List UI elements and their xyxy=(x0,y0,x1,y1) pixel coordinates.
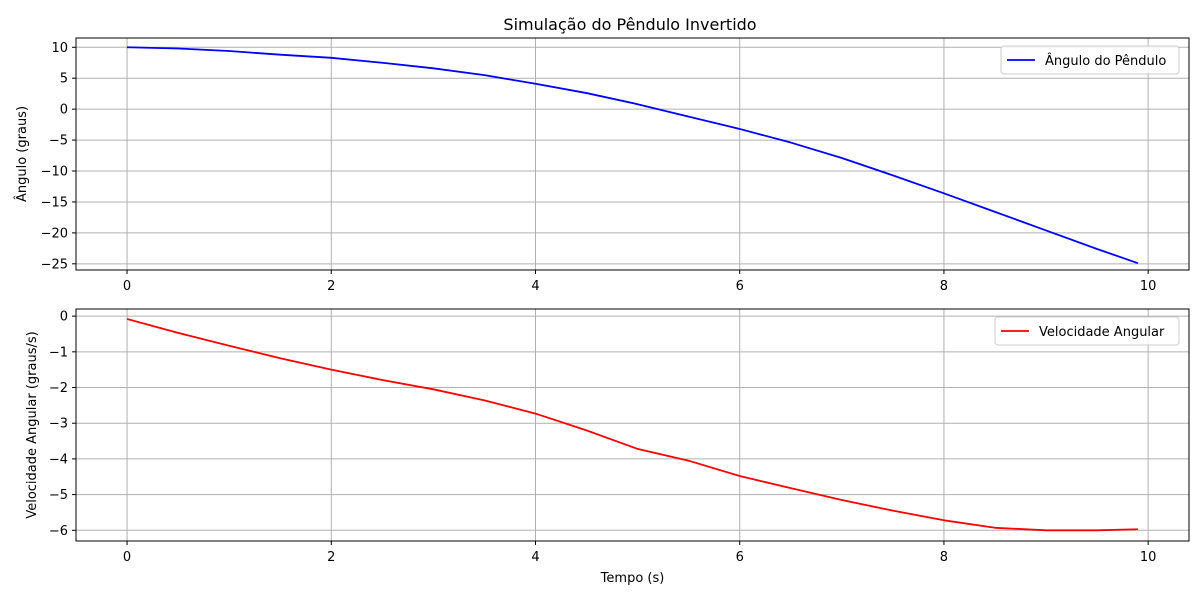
x-tick-label: 0 xyxy=(123,550,131,565)
y-tick-label: 5 xyxy=(60,72,68,87)
legend-box xyxy=(1000,45,1180,75)
chart-title: Simulação do Pêndulo Invertido xyxy=(503,15,756,34)
x-tick-label: 0 xyxy=(123,279,131,294)
y-tick-label: −15 xyxy=(41,195,68,210)
y-tick-label: −4 xyxy=(49,452,68,467)
x-axis-label: Tempo (s) xyxy=(600,571,665,586)
series-line xyxy=(127,46,1139,265)
x-tick-label: 2 xyxy=(327,279,335,294)
x-tick-label: 2 xyxy=(327,550,335,565)
y-tick-label: −5 xyxy=(49,488,68,503)
angle-plot: 0 2 4 6 8 10 10 5 0 −5 −10 −15 −20 −25 Ângulo (graus) Â… xyxy=(14,37,1190,294)
legend-box xyxy=(994,316,1180,346)
legend-label: Ângulo do Pêndulo xyxy=(1045,53,1166,69)
plot-frame xyxy=(75,308,1190,542)
x-tick-label: 8 xyxy=(940,550,948,565)
x-tick-label: 6 xyxy=(736,550,744,565)
y-tick-label: 10 xyxy=(51,41,68,56)
y-tick-label: −20 xyxy=(41,226,68,241)
y-tick-label: −25 xyxy=(41,257,68,272)
y-tick-label: −6 xyxy=(49,524,68,539)
y-tick-label: −1 xyxy=(49,345,68,360)
x-tick-label: 8 xyxy=(940,279,948,294)
x-tick-label: 4 xyxy=(531,550,539,565)
y-tick-label: −3 xyxy=(49,417,68,432)
x-tick-label: 4 xyxy=(531,279,539,294)
x-tick-label: 10 xyxy=(1140,550,1157,565)
y-tick-label: −10 xyxy=(41,165,68,180)
y-axis-label: Velocidade Angular (graus/s) xyxy=(25,331,40,518)
y-tick-label: 0 xyxy=(60,310,68,325)
x-tick-label: 6 xyxy=(736,279,744,294)
y-tick-label: −5 xyxy=(49,134,68,149)
y-tick-label: −2 xyxy=(49,381,68,396)
y-axis-label: Ângulo (graus) xyxy=(14,106,30,202)
angular-velocity-plot: 0 2 4 6 8 10 0 −1 −2 −3 −4 −5 −6 Velocidade Angular (… xyxy=(25,308,1190,586)
x-tick-label: 10 xyxy=(1140,279,1157,294)
y-tick-label: 0 xyxy=(60,103,68,118)
legend-label: Velocidade Angular xyxy=(1039,325,1165,340)
series-line xyxy=(126,318,1138,532)
plot-frame xyxy=(75,37,1190,271)
